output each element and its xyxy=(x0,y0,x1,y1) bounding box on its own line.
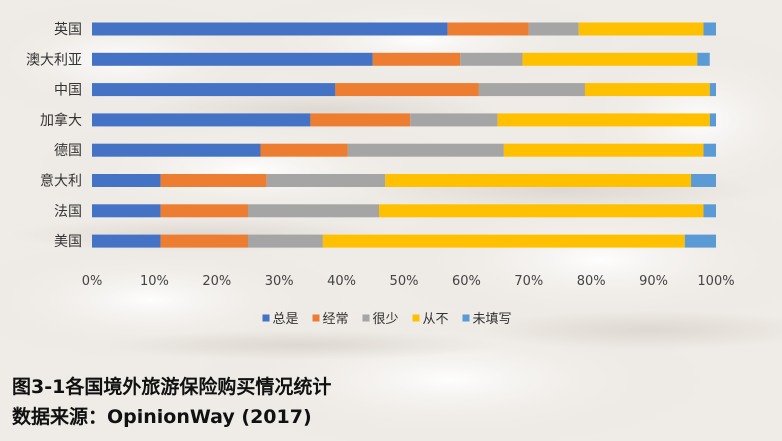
category-label: 法国 xyxy=(54,204,82,220)
legend-label: 总是 xyxy=(273,312,299,327)
bar-segment xyxy=(709,113,716,127)
bar-segment xyxy=(322,234,685,248)
bar-segment xyxy=(528,22,579,36)
bar-segment xyxy=(92,234,161,248)
bar-segment xyxy=(92,113,311,127)
bar-segment xyxy=(478,83,585,97)
x-tick-label: 90% xyxy=(639,274,668,289)
legend-swatch xyxy=(362,314,370,322)
legend-label: 很少 xyxy=(373,312,399,327)
bar-segment xyxy=(310,113,411,127)
bar-segment xyxy=(347,143,504,157)
x-tick-label: 20% xyxy=(202,274,231,289)
category-label: 英国 xyxy=(54,21,82,38)
x-tick-label: 30% xyxy=(265,274,294,289)
bar-segment xyxy=(584,83,710,97)
bar-segment xyxy=(522,52,698,66)
bar-segment xyxy=(92,143,261,157)
bar-segment xyxy=(260,143,348,157)
bar-segment xyxy=(92,52,373,66)
bar-segment xyxy=(703,204,716,218)
legend-swatch xyxy=(412,314,420,322)
bar-segment xyxy=(92,204,161,218)
legend-swatch xyxy=(262,314,270,322)
category-label: 加拿大 xyxy=(40,112,82,129)
legend-swatch xyxy=(312,314,320,322)
figure-caption-source: 数据来源：OpinionWay (2017) xyxy=(12,406,312,428)
bar-segment xyxy=(497,113,710,127)
bar-segment xyxy=(248,234,323,248)
bar-segment xyxy=(92,83,336,97)
bar-segment xyxy=(460,52,523,66)
bar-segment xyxy=(160,174,267,187)
bar-segment xyxy=(691,174,716,187)
bar-segment xyxy=(266,174,386,187)
x-tick-label: 100% xyxy=(697,274,734,289)
bar-segment xyxy=(703,143,716,157)
category-label: 中国 xyxy=(54,83,82,99)
bar-segment xyxy=(335,83,479,97)
bar-segment xyxy=(447,22,529,36)
bar-segment xyxy=(684,234,716,248)
x-tick-label: 10% xyxy=(140,274,169,289)
x-tick-label: 0% xyxy=(82,274,103,289)
legend: 总是 经常 很少 从不 未填写 xyxy=(262,312,512,327)
bar-segment xyxy=(385,174,692,187)
x-tick-label: 60% xyxy=(452,274,481,289)
x-tick-label: 40% xyxy=(327,274,356,289)
category-label: 澳大利亚 xyxy=(26,52,82,68)
figure-caption-title: 图3-1各国境外旅游保险购买情况统计 xyxy=(12,376,332,398)
legend-swatch xyxy=(462,314,470,322)
bar-segment xyxy=(503,143,704,157)
category-label: 德国 xyxy=(54,143,82,159)
bar-segment xyxy=(410,113,498,127)
x-tick-label: 50% xyxy=(390,274,419,289)
bar-segment xyxy=(703,22,716,36)
category-label: 意大利 xyxy=(40,173,82,190)
category-label: 美国 xyxy=(54,234,82,250)
bar-segment xyxy=(709,83,716,97)
bar-segment xyxy=(578,22,704,36)
legend-label: 未填写 xyxy=(473,312,512,327)
bar-segment xyxy=(379,204,704,218)
bar-segment xyxy=(160,204,248,218)
legend-label: 经常 xyxy=(323,312,349,327)
x-tick-label: 70% xyxy=(514,274,543,289)
bar-segment xyxy=(92,22,448,36)
bar-segment xyxy=(248,204,380,218)
bar-segment xyxy=(160,234,248,248)
bar-segment xyxy=(92,174,161,187)
x-tick-label: 80% xyxy=(577,274,606,289)
legend-label: 从不 xyxy=(423,312,449,327)
bar-segment xyxy=(372,52,461,66)
bar-segment xyxy=(697,52,710,66)
